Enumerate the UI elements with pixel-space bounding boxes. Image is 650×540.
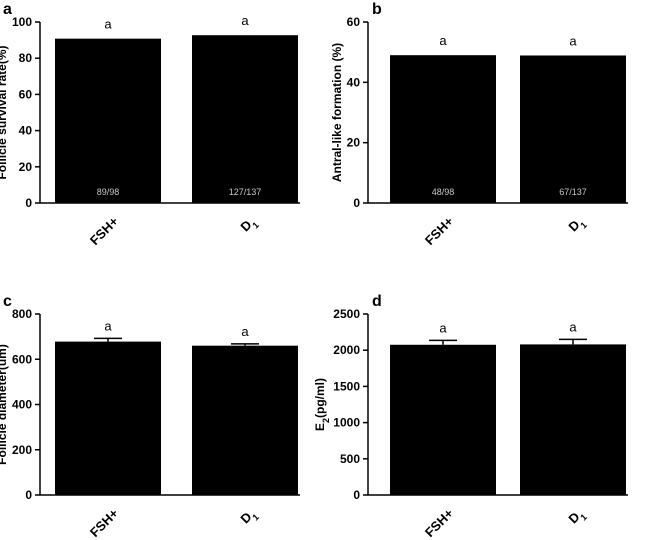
y-tick-label: 2000 <box>333 343 360 357</box>
y-tick-label: 2500 <box>333 307 360 321</box>
x-category-label: D1 <box>565 214 589 238</box>
x-category-text: FSH+ <box>422 505 457 540</box>
y-tick-label: 0 <box>353 488 360 502</box>
y-axis-label: Follicle survival rate(%) <box>0 45 9 179</box>
panel-letter: c <box>3 293 12 310</box>
bar <box>520 344 626 495</box>
x-category-sub: 1 <box>578 512 589 523</box>
bar <box>390 55 496 203</box>
y-axis-label-text: Follicle survival rate(%) <box>0 45 9 179</box>
y-tick-label: 500 <box>340 452 360 466</box>
y-tick-label: 80 <box>19 51 33 65</box>
significance-label: a <box>439 33 447 48</box>
panel-letter: d <box>372 293 382 310</box>
count-label: 89/98 <box>97 187 120 197</box>
y-tick-label: 100 <box>12 15 32 29</box>
x-category-text: FSH+ <box>422 213 457 248</box>
x-category-label: D1 <box>237 506 261 530</box>
x-category-label: FSH+ <box>87 213 122 248</box>
significance-label: a <box>104 17 112 32</box>
y-axis-label-text: Follicle diameter(um) <box>0 344 9 465</box>
x-category-label: FSH+ <box>422 213 457 248</box>
panel-d: d 0 500 1000 1500 2000 2500 E2(pg/ml) a FSH+ a D1 <box>313 293 628 540</box>
y-tick-label: 0 <box>353 196 360 210</box>
significance-label: a <box>569 319 577 334</box>
y-tick-label: 800 <box>12 307 32 321</box>
panel-c: c 0 200 400 600 800 Follicle diameter(um) a FSH+… <box>0 293 300 540</box>
x-category-label: FSH+ <box>87 505 122 540</box>
bar <box>192 35 298 204</box>
x-category-sub: 1 <box>250 220 261 231</box>
significance-label: a <box>241 13 249 28</box>
panel-letter: a <box>3 1 12 18</box>
panel-a: a 0 20 40 60 80 100 Follicle survival rate(%) a 8… <box>0 1 300 248</box>
count-label: 127/137 <box>229 187 262 197</box>
significance-label: a <box>439 320 447 335</box>
x-category-text: FSH+ <box>87 213 122 248</box>
y-tick-label: 400 <box>12 398 32 412</box>
y-tick-label: 600 <box>12 352 32 366</box>
y-axis-label: Antral-like formation (%) <box>330 43 344 182</box>
bar <box>390 344 496 495</box>
count-label: 67/137 <box>559 187 587 197</box>
significance-label: a <box>241 324 249 339</box>
y-axis-label-sub: 2 <box>321 418 331 423</box>
y-tick-label: 60 <box>347 15 361 29</box>
bar <box>192 345 298 495</box>
y-tick-label: 20 <box>347 136 361 150</box>
y-axis-label: E2(pg/ml) <box>313 378 331 431</box>
y-tick-label: 1500 <box>333 379 360 393</box>
y-axis-label-text: Antral-like formation (%) <box>330 43 344 182</box>
y-tick-label: 60 <box>19 87 33 101</box>
panel-letter: b <box>372 1 382 18</box>
bar <box>55 341 161 495</box>
bar <box>55 38 161 203</box>
x-category-label: D1 <box>237 214 261 238</box>
x-category-text: FSH+ <box>87 505 122 540</box>
x-category-label: D1 <box>565 506 589 530</box>
y-tick-label: 0 <box>25 488 32 502</box>
y-tick-label: 0 <box>25 196 32 210</box>
x-category-sub: 1 <box>578 220 589 231</box>
x-category-sub: 1 <box>250 512 261 523</box>
x-category-label: FSH+ <box>422 505 457 540</box>
significance-label: a <box>569 33 577 48</box>
y-axis-label-text: E <box>313 423 327 431</box>
count-label: 48/98 <box>432 187 455 197</box>
y-tick-label: 40 <box>347 75 361 89</box>
y-tick-label: 200 <box>12 443 32 457</box>
y-axis-label: Follicle diameter(um) <box>0 344 9 465</box>
y-tick-label: 20 <box>19 160 33 174</box>
significance-label: a <box>104 318 112 333</box>
bar <box>520 55 626 203</box>
y-tick-label: 40 <box>19 124 33 138</box>
y-axis-label-after: (pg/ml) <box>313 378 327 418</box>
y-tick-label: 1000 <box>333 416 360 430</box>
